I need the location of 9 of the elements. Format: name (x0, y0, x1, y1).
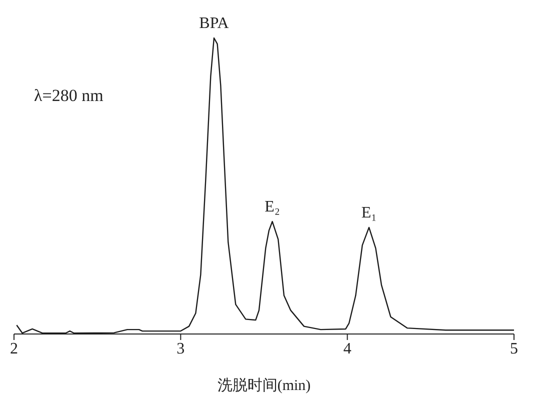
x-tick-label: 2 (10, 340, 18, 358)
x-tick-label: 3 (176, 340, 185, 358)
annotation: λ=280 nm (34, 86, 104, 106)
annotation: E₁ (361, 204, 377, 222)
x-axis-title: 洗脱时间(min) (217, 377, 311, 394)
annotation: BPA (199, 15, 230, 32)
annotation: E₂ (264, 198, 280, 216)
x-tick-label: 4 (343, 340, 352, 358)
x-tick-label: 5 (510, 340, 518, 358)
